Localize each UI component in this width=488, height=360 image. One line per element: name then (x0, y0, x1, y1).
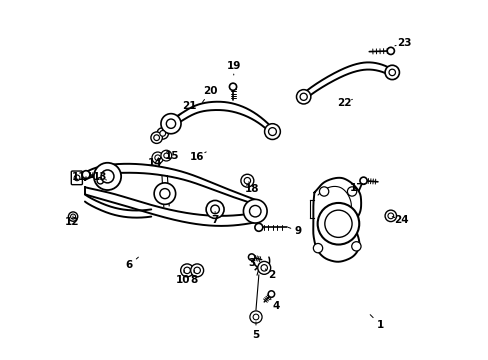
Circle shape (161, 114, 181, 134)
Circle shape (183, 267, 190, 274)
Circle shape (313, 243, 322, 253)
Text: 1: 1 (376, 320, 384, 330)
Circle shape (151, 132, 162, 143)
Circle shape (351, 242, 360, 251)
Text: 10: 10 (176, 275, 190, 285)
Circle shape (388, 69, 395, 76)
Text: 12: 12 (64, 217, 79, 227)
Text: 16: 16 (189, 152, 204, 162)
Circle shape (261, 265, 267, 271)
Circle shape (257, 261, 270, 274)
Circle shape (386, 47, 394, 54)
Circle shape (267, 291, 274, 297)
Circle shape (319, 187, 328, 196)
Circle shape (296, 90, 310, 104)
Circle shape (244, 177, 250, 184)
Circle shape (94, 163, 121, 190)
Circle shape (359, 177, 366, 184)
Circle shape (249, 311, 262, 323)
Circle shape (74, 175, 80, 181)
Circle shape (152, 152, 163, 163)
Circle shape (163, 153, 168, 158)
Circle shape (82, 171, 90, 179)
Text: 13: 13 (93, 172, 107, 182)
Text: 14: 14 (148, 158, 163, 168)
Circle shape (210, 205, 219, 214)
Text: 24: 24 (393, 215, 408, 225)
Circle shape (324, 210, 351, 237)
Text: 6: 6 (125, 260, 132, 270)
Circle shape (249, 206, 261, 217)
Circle shape (384, 210, 396, 222)
Text: 9: 9 (293, 226, 301, 236)
Text: 17: 17 (349, 183, 364, 193)
Circle shape (154, 183, 175, 204)
Circle shape (160, 189, 169, 199)
Circle shape (190, 264, 203, 277)
Text: 21: 21 (182, 102, 196, 112)
Circle shape (346, 187, 356, 196)
Circle shape (241, 174, 253, 187)
Circle shape (317, 203, 359, 244)
FancyBboxPatch shape (71, 171, 82, 185)
Circle shape (248, 254, 254, 260)
Circle shape (166, 119, 175, 129)
Circle shape (384, 65, 399, 80)
Circle shape (243, 199, 266, 223)
Circle shape (268, 128, 276, 135)
Text: 22: 22 (336, 98, 351, 108)
Circle shape (70, 214, 76, 219)
Text: 2: 2 (267, 270, 274, 280)
Circle shape (253, 314, 258, 320)
Text: 18: 18 (244, 184, 258, 194)
Circle shape (155, 155, 160, 161)
Circle shape (206, 201, 224, 219)
Text: 23: 23 (396, 38, 410, 48)
Circle shape (194, 267, 200, 274)
Circle shape (97, 177, 103, 184)
Text: 20: 20 (203, 86, 217, 96)
Circle shape (229, 83, 236, 90)
Text: 11: 11 (71, 172, 86, 182)
Text: 5: 5 (252, 330, 259, 340)
Circle shape (68, 212, 78, 221)
Circle shape (161, 150, 171, 161)
Circle shape (264, 124, 280, 139)
Circle shape (254, 224, 262, 231)
Circle shape (160, 131, 165, 136)
Text: 19: 19 (226, 61, 241, 71)
Text: 4: 4 (272, 301, 279, 311)
Text: 15: 15 (164, 150, 179, 161)
Text: 8: 8 (189, 275, 197, 285)
Circle shape (180, 264, 193, 277)
Text: 3: 3 (247, 258, 255, 268)
Circle shape (387, 213, 393, 219)
Circle shape (300, 93, 306, 100)
Circle shape (153, 135, 159, 140)
Text: 7: 7 (211, 215, 218, 225)
Circle shape (101, 170, 114, 183)
Circle shape (157, 128, 168, 139)
